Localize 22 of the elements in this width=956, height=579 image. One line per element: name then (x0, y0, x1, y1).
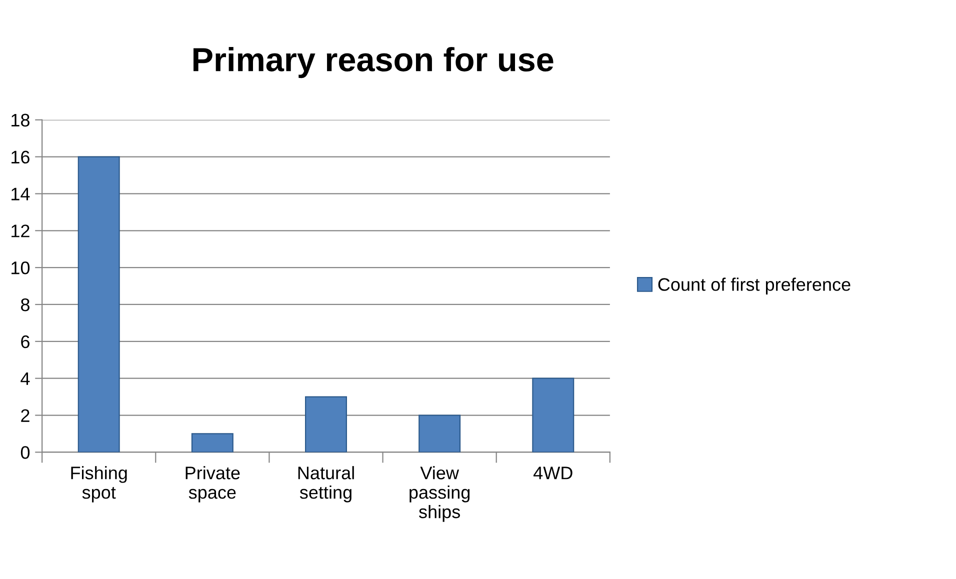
y-tick-label: 14 (12, 188, 30, 200)
bar (532, 378, 574, 452)
y-tick-label: 12 (12, 224, 30, 238)
x-tick-label: Fishing spot (71, 466, 127, 502)
y-tick-label: 2 (21, 409, 30, 422)
y-tick-label: 8 (21, 298, 30, 312)
x-tick-label: 4WD (533, 466, 572, 480)
x-tick-label: Natural setting (298, 466, 354, 502)
bar (191, 433, 234, 452)
y-tick-label: 18 (12, 114, 30, 127)
y-tick-label: 6 (21, 335, 30, 348)
bar (418, 414, 461, 452)
y-tick-label: 0 (20, 446, 30, 459)
y-tick-label: 4 (20, 372, 30, 385)
y-tick-label: 16 (12, 150, 30, 164)
chart-title: Primary reason for use (194, 46, 554, 78)
y-tick-label: 10 (12, 261, 30, 274)
bar (78, 156, 120, 452)
legend-label: Count of first preference (658, 278, 850, 294)
bar (305, 396, 347, 452)
x-tick-label: View passing ships (410, 466, 470, 522)
x-tick-label: Private space (186, 466, 240, 502)
